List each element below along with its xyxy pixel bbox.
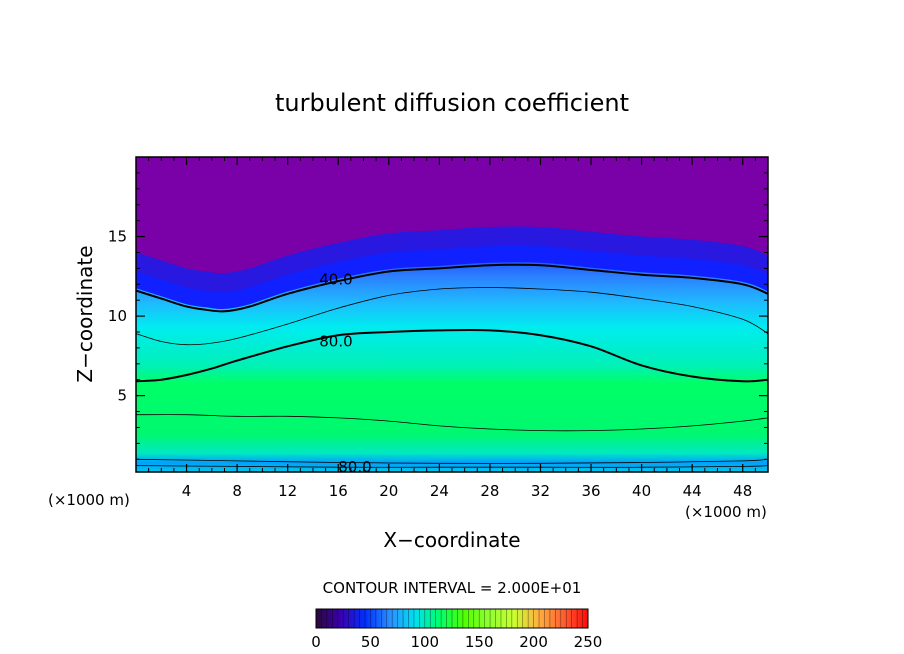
y-tick-label: 10 [108, 307, 127, 325]
x-tick-label: 24 [430, 482, 449, 500]
colorbar-tick-label: 50 [361, 633, 380, 651]
colorbar-tick-label: 0 [311, 633, 321, 651]
x-tick-label: 16 [329, 482, 348, 500]
contour-label: 80.0 [319, 333, 352, 351]
colorbar: 0 50 100 150 200 250 [311, 609, 602, 651]
x-axis-unit-right: (×1000 m) [685, 503, 767, 521]
contour-label: 40.0 [319, 271, 352, 289]
x-tick-label: 20 [379, 482, 398, 500]
x-tick-label: 4 [182, 482, 192, 500]
plot-field [136, 157, 768, 472]
y-tick-label: 5 [117, 387, 127, 405]
x-tick-label: 44 [683, 482, 702, 500]
x-tick-label: 48 [733, 482, 752, 500]
colorbar-tick-label: 150 [465, 633, 494, 651]
chart-title: turbulent diffusion coefficient [275, 89, 629, 117]
colorbar-tick-label: 200 [519, 633, 548, 651]
y-tick-label: 15 [108, 228, 127, 246]
x-tick-label: 36 [581, 482, 600, 500]
x-tick-label: 12 [278, 482, 297, 500]
colorbar-tick-label: 250 [574, 633, 603, 651]
y-axis-label: Z−coordinate [73, 245, 97, 382]
x-tick-label: 40 [632, 482, 651, 500]
contour-interval-text: CONTOUR INTERVAL = 2.000E+01 [323, 579, 582, 597]
colorbar-tick-label: 100 [410, 633, 439, 651]
x-axis-unit-left: (×1000 m) [48, 491, 130, 509]
x-axis-label: X−coordinate [383, 528, 520, 552]
x-tick-label: 32 [531, 482, 550, 500]
x-tick-label: 8 [232, 482, 242, 500]
x-tick-label: 28 [480, 482, 499, 500]
